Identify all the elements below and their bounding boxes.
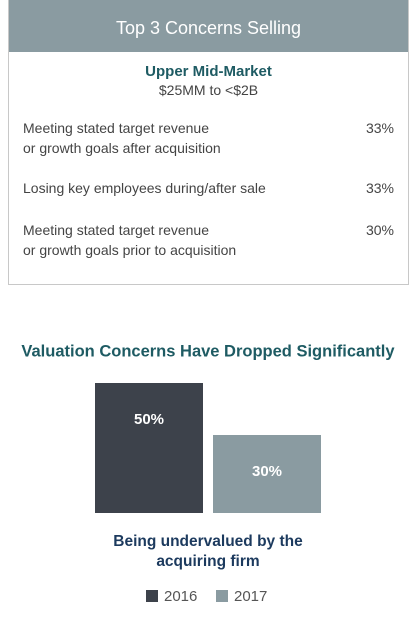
panel-range: $25MM to <$2B	[158, 82, 259, 98]
concern-text: Meeting stated target revenue	[23, 120, 210, 136]
legend-label: 2017	[234, 588, 267, 605]
concern-text: Meeting stated target revenue	[23, 222, 210, 238]
concern-item: Meeting stated target revenue or growth g…	[23, 118, 394, 158]
bar	[213, 435, 321, 513]
item-list: Meeting stated target revenue or growth g…	[9, 118, 408, 260]
concern-percent: 33%	[365, 180, 394, 196]
value-label: 30%	[252, 463, 282, 480]
concerns-panel: Top 3 Concerns Selling Upper Mid-Market …	[8, 0, 409, 285]
concern-percent: 33%	[365, 120, 394, 136]
value-label: 50%	[134, 411, 164, 428]
panel-subtitle: Upper Mid-Market	[145, 63, 272, 80]
concern-item: Meeting stated target revenue or growth g…	[23, 220, 394, 260]
category-label: Being undervalued by the acquiring firm	[113, 533, 303, 570]
concern-percent: 30%	[365, 222, 394, 238]
concern-text: or growth goals prior to acquisition	[23, 242, 237, 258]
chart-title: Valuation Concerns Have Dropped Signific…	[21, 342, 395, 360]
legend-label: 2016	[164, 588, 197, 605]
legend-swatch	[216, 590, 228, 602]
legend-swatch	[146, 590, 158, 602]
concern-text: Losing key employees during/after sale	[23, 180, 266, 196]
panel-title: Top 3 Concerns Selling	[9, 0, 408, 52]
concern-item: Losing key employees during/after sale 33…	[23, 178, 394, 198]
concern-text: or growth goals after acquisition	[23, 140, 221, 156]
bar	[95, 383, 203, 513]
